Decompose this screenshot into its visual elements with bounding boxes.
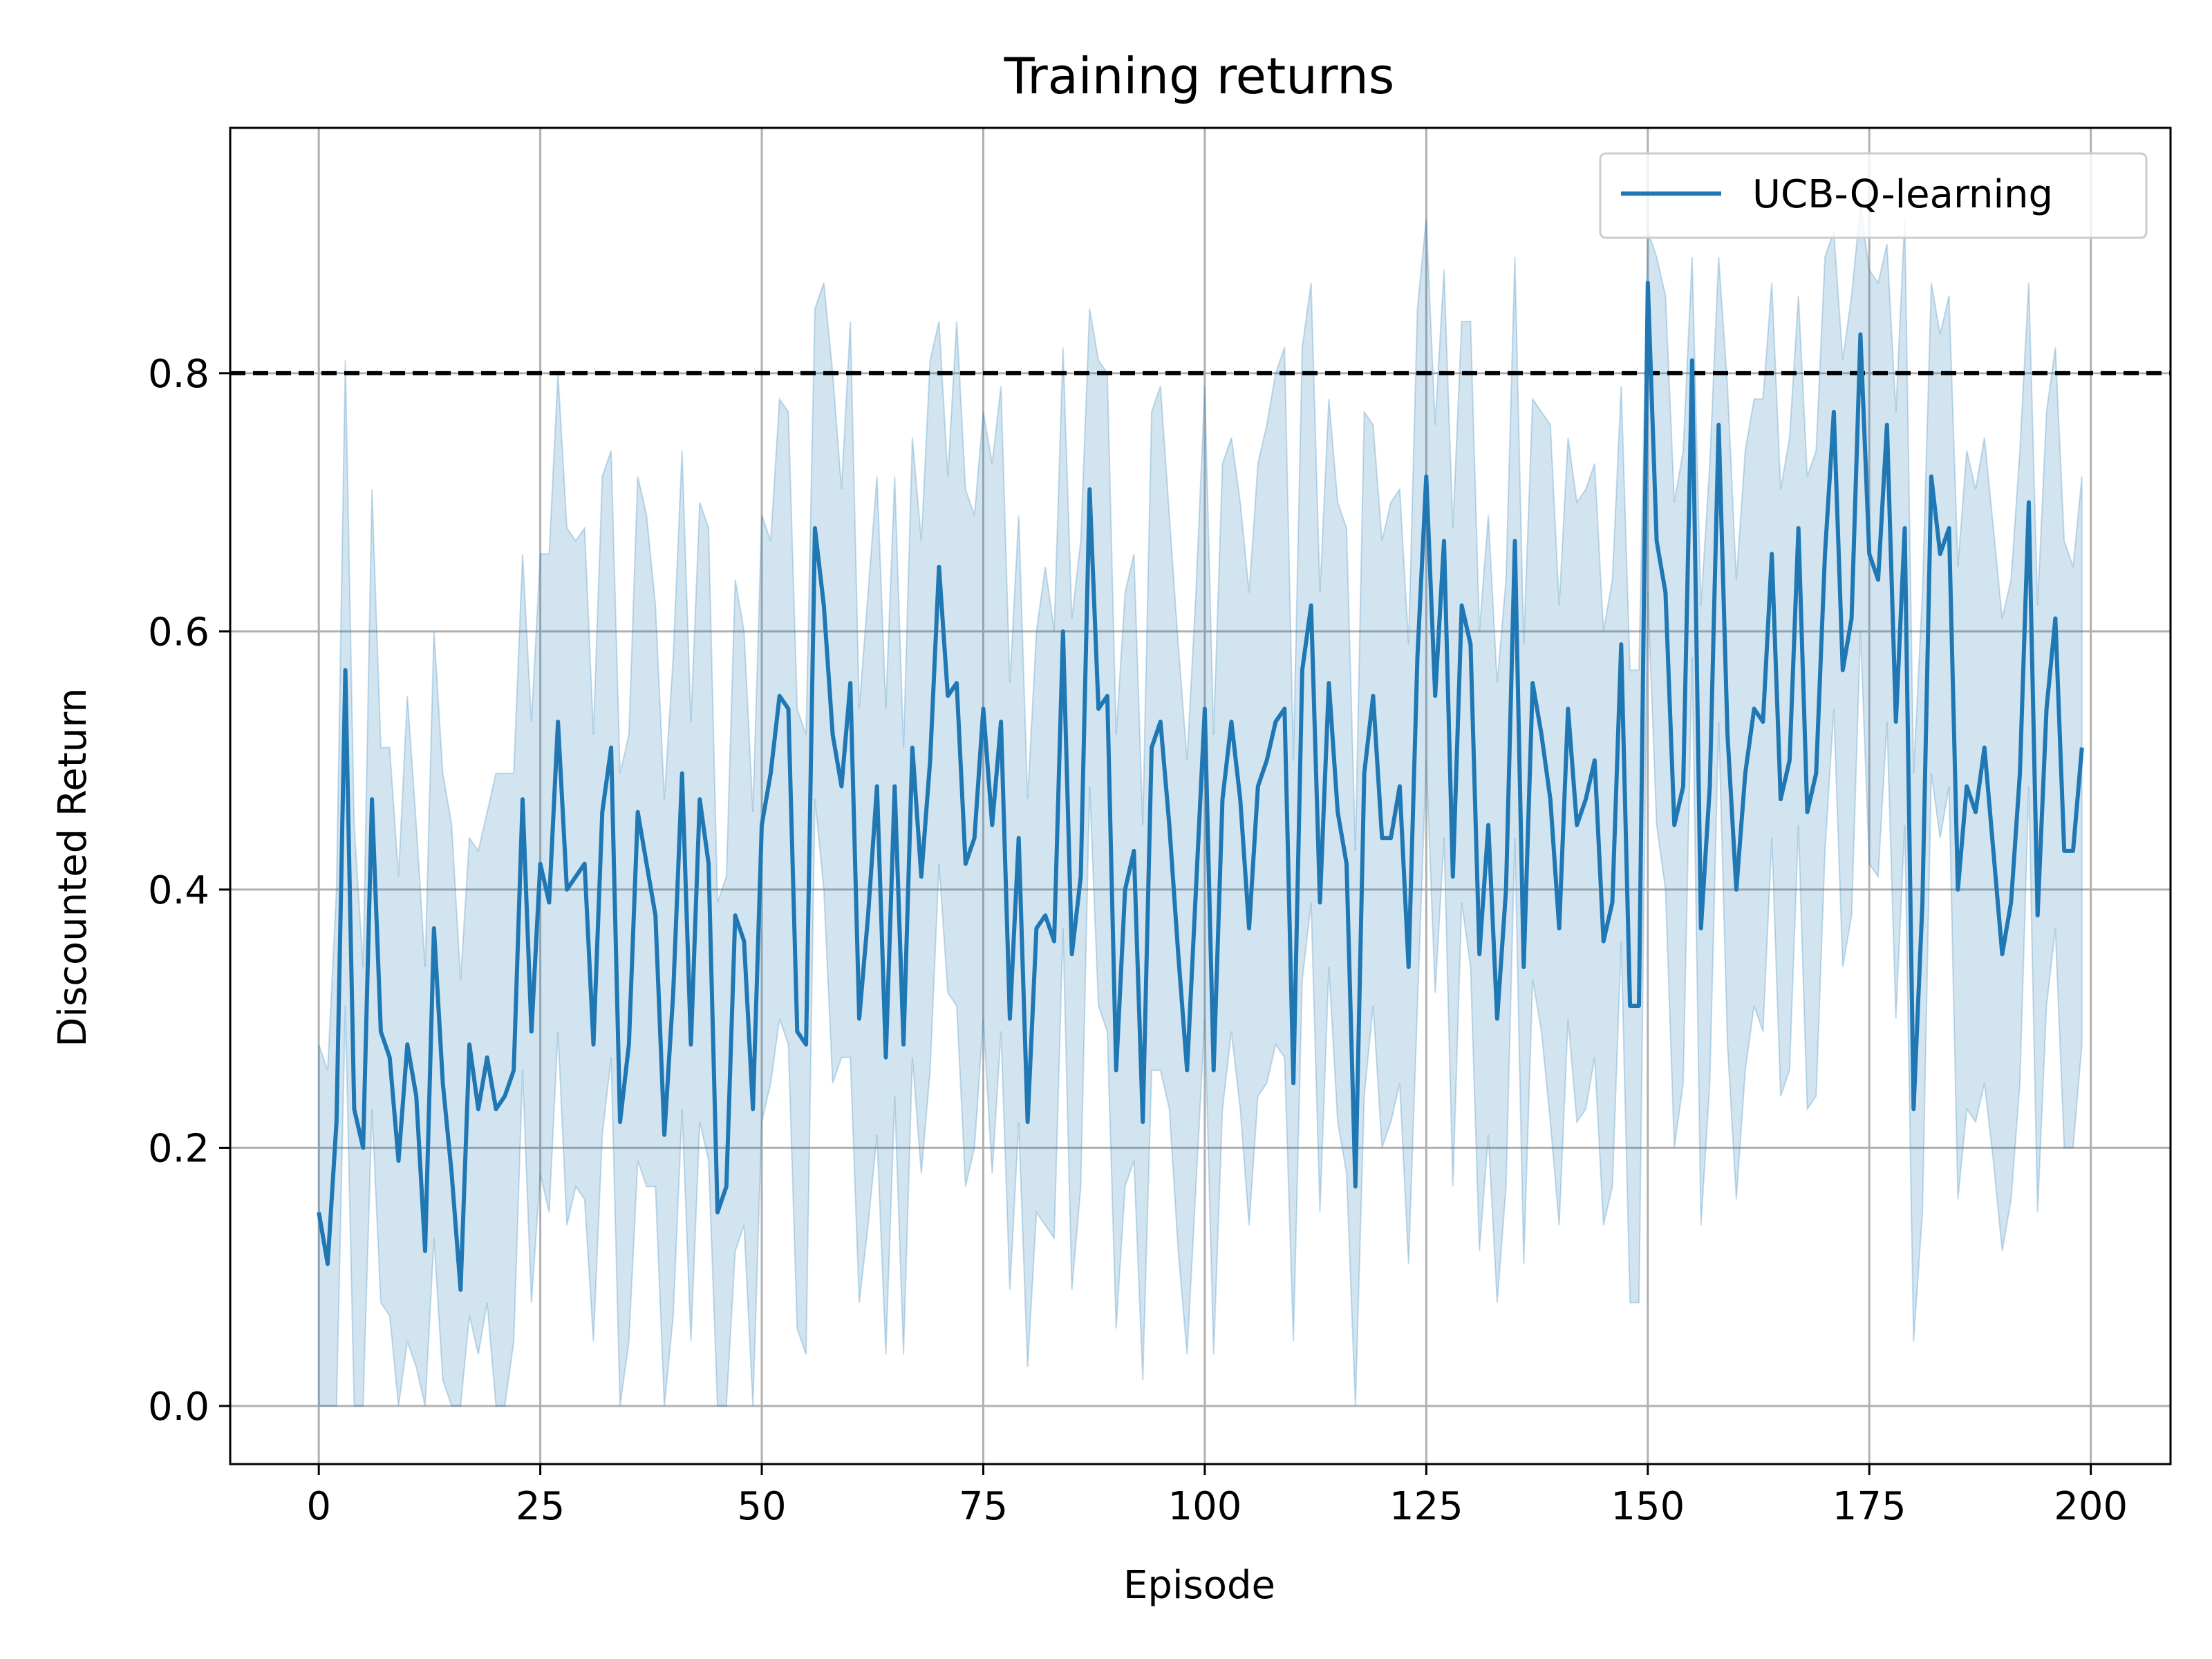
y-tick-label-2: 0.4 [148, 868, 209, 913]
legend: UCB-Q-learning [1599, 152, 2148, 239]
axes-frame [229, 126, 2172, 1465]
y-tick-label-1: 0.2 [148, 1126, 209, 1171]
y-tick-label-4: 0.8 [148, 352, 209, 397]
x-axis-label: Episode [1123, 1563, 1275, 1608]
x-tick-label-0: 0 [306, 1484, 331, 1529]
x-tick-label-6: 150 [1611, 1484, 1685, 1529]
x-tick-label-1: 25 [516, 1484, 565, 1529]
x-tick-label-4: 100 [1168, 1484, 1241, 1529]
y-tick-label-3: 0.6 [148, 610, 209, 655]
series-line-ucb-q-learning [317, 281, 2084, 1292]
x-tick-label-3: 75 [959, 1484, 1008, 1529]
legend-label: UCB-Q-learning [1752, 172, 2053, 217]
legend-box [1599, 152, 2148, 239]
y-tick-label-0: 0.0 [148, 1385, 209, 1430]
chart-title: Training returns [1004, 47, 1395, 105]
x-tick-label-7: 175 [1833, 1484, 1906, 1529]
x-tick-label-8: 200 [2054, 1484, 2128, 1529]
x-tick-label-2: 50 [737, 1484, 786, 1529]
x-tick-label-5: 125 [1389, 1484, 1463, 1529]
y-axis-label: Discounted Return [50, 688, 95, 1047]
plot-area: 0 25 50 75 100 125 150 175 200 0.0 0.2 0.4 0.6 0.8 [148, 126, 2172, 1529]
